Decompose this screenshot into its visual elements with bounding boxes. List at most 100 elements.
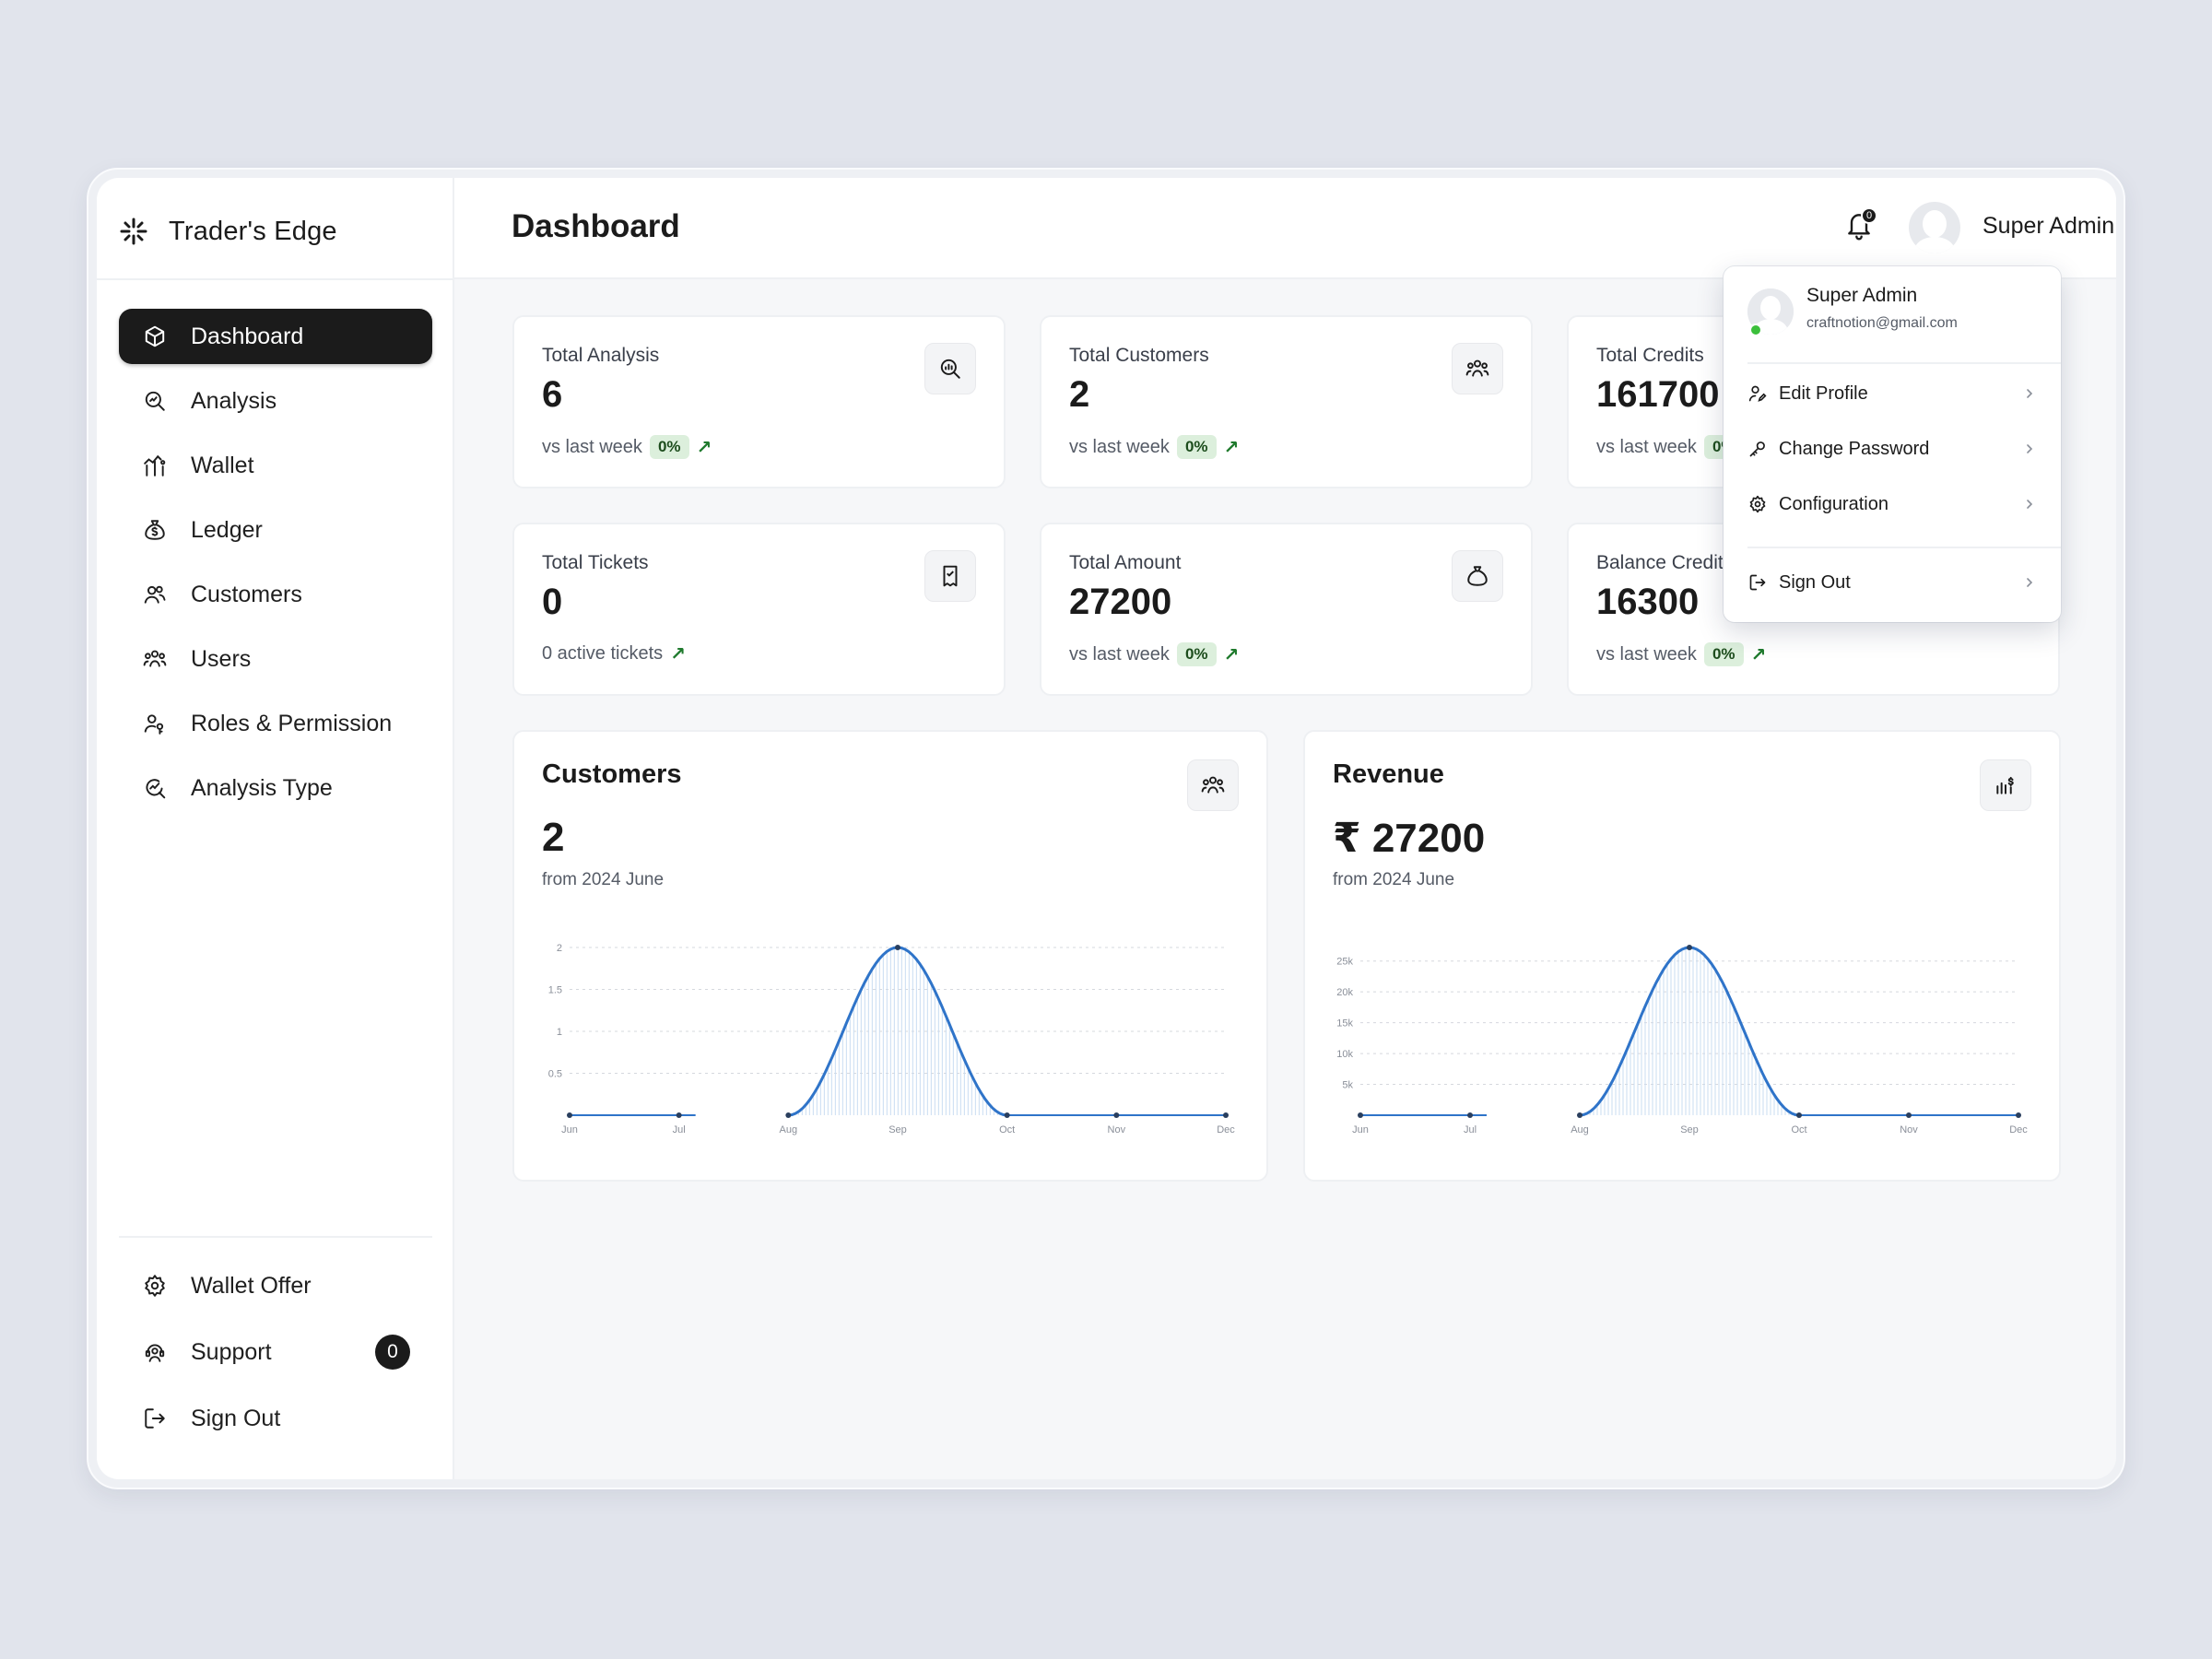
stat-footer: vs last week 0% ↗ <box>1596 642 1766 666</box>
area-fill <box>790 947 1006 1115</box>
menu-item-change-password[interactable]: Change Password <box>1747 430 2037 467</box>
x-tick-label: Jul <box>1464 1124 1477 1135</box>
chart-title: Customers <box>542 759 682 789</box>
x-tick-label: Jun <box>1352 1124 1369 1135</box>
stat-footer-text: vs last week <box>1596 643 1697 665</box>
sidebar-item-label: Wallet Offer <box>191 1272 312 1299</box>
x-tick-label: Nov <box>1108 1124 1126 1135</box>
customers-line-chart: 0.5 1 1.5 2 Jun Jul Aug Sep Oct Nov Dec <box>548 943 1236 1135</box>
stat-footer-text: vs last week <box>542 436 642 457</box>
user-key-icon <box>141 710 169 737</box>
sparkle-logo-icon <box>119 217 148 246</box>
customers-icon[interactable] <box>1187 759 1239 811</box>
sidebar-item-label: Analysis Type <box>191 774 333 801</box>
divider <box>1747 547 2061 548</box>
menu-item-edit-profile[interactable]: Edit Profile <box>1747 375 2037 412</box>
chevron-right-icon <box>2022 575 2037 590</box>
dropdown-user-email: craftnotion@gmail.com <box>1806 315 1958 331</box>
x-tick-label: Sep <box>888 1124 907 1135</box>
sidebar-item-label: Dashboard <box>191 323 304 349</box>
stat-footer-text: vs last week <box>1069 643 1170 665</box>
data-point <box>1358 1112 1363 1118</box>
chart-subtitle: from 2024 June <box>1333 870 1455 889</box>
stat-footer-text: vs last week <box>1596 436 1697 457</box>
customers-icon[interactable] <box>1452 343 1503 394</box>
sidebar-item-analysis-type[interactable]: Analysis Type <box>119 760 432 816</box>
key-icon <box>1747 439 1768 459</box>
stat-footer: vs last week 0% ↗ <box>542 435 712 459</box>
stat-footer: vs last week 0% ↗ <box>1069 435 1239 459</box>
sidebar-item-dashboard[interactable]: Dashboard <box>119 309 432 364</box>
percent-badge: 0% <box>1176 642 1217 666</box>
revenue-chart-icon[interactable] <box>1980 759 2031 811</box>
sidebar-item-label: Ledger <box>191 516 263 543</box>
y-tick-label: 15k <box>1336 1018 1353 1030</box>
x-tick-label: Dec <box>1217 1124 1235 1135</box>
sidebar-item-label: Wallet <box>191 452 254 478</box>
stat-label: Total Credits <box>1596 345 1704 366</box>
menu-item-configuration[interactable]: Configuration <box>1747 486 2037 523</box>
data-point <box>1577 1112 1583 1118</box>
arrow-up-right-icon: ↗ <box>1223 644 1240 665</box>
y-tick-label: 10k <box>1336 1049 1353 1060</box>
notification-badge: 0 <box>1861 207 1877 224</box>
x-tick-label: Aug <box>1571 1124 1589 1135</box>
divider <box>1747 362 2061 364</box>
stat-label: Total Tickets <box>542 552 649 573</box>
sidebar-item-analysis[interactable]: Analysis <box>119 373 432 429</box>
sidebar-nav: Dashboard Analysis Wallet Ledger <box>119 309 432 825</box>
users-icon <box>141 645 169 673</box>
data-point <box>1906 1112 1912 1118</box>
x-tick-label: Jul <box>673 1124 686 1135</box>
sidebar-item-label: Analysis <box>191 387 277 414</box>
ticket-icon[interactable] <box>924 550 976 602</box>
stat-card-total-amount: Total Amount 27200 vs last week 0% ↗ <box>1040 523 1533 696</box>
sidebar-item-wallet-offer[interactable]: Wallet Offer <box>119 1258 432 1313</box>
sidebar-item-support[interactable]: Support 0 <box>119 1324 432 1380</box>
notification-button[interactable]: 0 <box>1841 206 1877 248</box>
sidebar-item-ledger[interactable]: Ledger <box>119 502 432 558</box>
brand[interactable]: Trader's Edge <box>119 206 337 257</box>
data-point <box>2016 1112 2021 1118</box>
chart-title: Revenue <box>1333 759 1444 789</box>
stat-card-total-customers: Total Customers 2 vs last week 0% ↗ <box>1040 315 1533 488</box>
stat-label: Total Amount <box>1069 552 1182 573</box>
sidebar-item-label: Support <box>191 1338 272 1365</box>
sidebar-item-customers[interactable]: Customers <box>119 567 432 622</box>
data-point <box>676 1112 682 1118</box>
menu-item-sign-out[interactable]: Sign Out <box>1747 564 2037 601</box>
y-tick-label: 25k <box>1336 957 1353 968</box>
menu-item-label: Sign Out <box>1779 571 1851 593</box>
x-tick-label: Aug <box>780 1124 798 1135</box>
stat-value: 6 <box>542 374 563 415</box>
wallet-icon <box>141 452 169 479</box>
avatar[interactable] <box>1909 202 1960 253</box>
user-name[interactable]: Super Admin <box>1983 213 2115 239</box>
sidebar-item-sign-out[interactable]: Sign Out <box>119 1391 432 1446</box>
top-header: Dashboard 0 Super Admin <box>454 178 2116 279</box>
data-point <box>1467 1112 1473 1118</box>
sidebar-item-users[interactable]: Users <box>119 631 432 687</box>
x-tick-label: Oct <box>999 1124 1015 1135</box>
x-tick-label: Oct <box>1791 1124 1806 1135</box>
edit-profile-icon <box>1747 383 1768 404</box>
divider <box>119 1236 432 1238</box>
y-tick-label: 20k <box>1336 987 1353 998</box>
search-chart-icon[interactable] <box>924 343 976 394</box>
gear-icon <box>141 1272 169 1300</box>
data-point <box>1004 1112 1010 1118</box>
avatar <box>1747 288 1794 336</box>
sidebar-item-roles-permission[interactable]: Roles & Permission <box>119 696 432 751</box>
sidebar-item-wallet[interactable]: Wallet <box>119 438 432 493</box>
support-icon <box>141 1338 169 1366</box>
customers-chart-card: Customers 2 from 2024 June 0.5 1 1.5 2 Jun Ju… <box>512 730 1268 1182</box>
x-tick-label: Sep <box>1680 1124 1699 1135</box>
online-status-dot <box>1749 324 1762 336</box>
arrow-up-right-icon: ↗ <box>696 437 712 458</box>
chart-big-value: 2 <box>542 815 565 860</box>
data-point <box>567 1112 572 1118</box>
dropdown-user-name: Super Admin <box>1806 285 1918 306</box>
money-bag-icon[interactable] <box>1452 550 1503 602</box>
percent-badge: 0% <box>1703 642 1744 666</box>
y-tick-label: 1 <box>557 1027 562 1038</box>
